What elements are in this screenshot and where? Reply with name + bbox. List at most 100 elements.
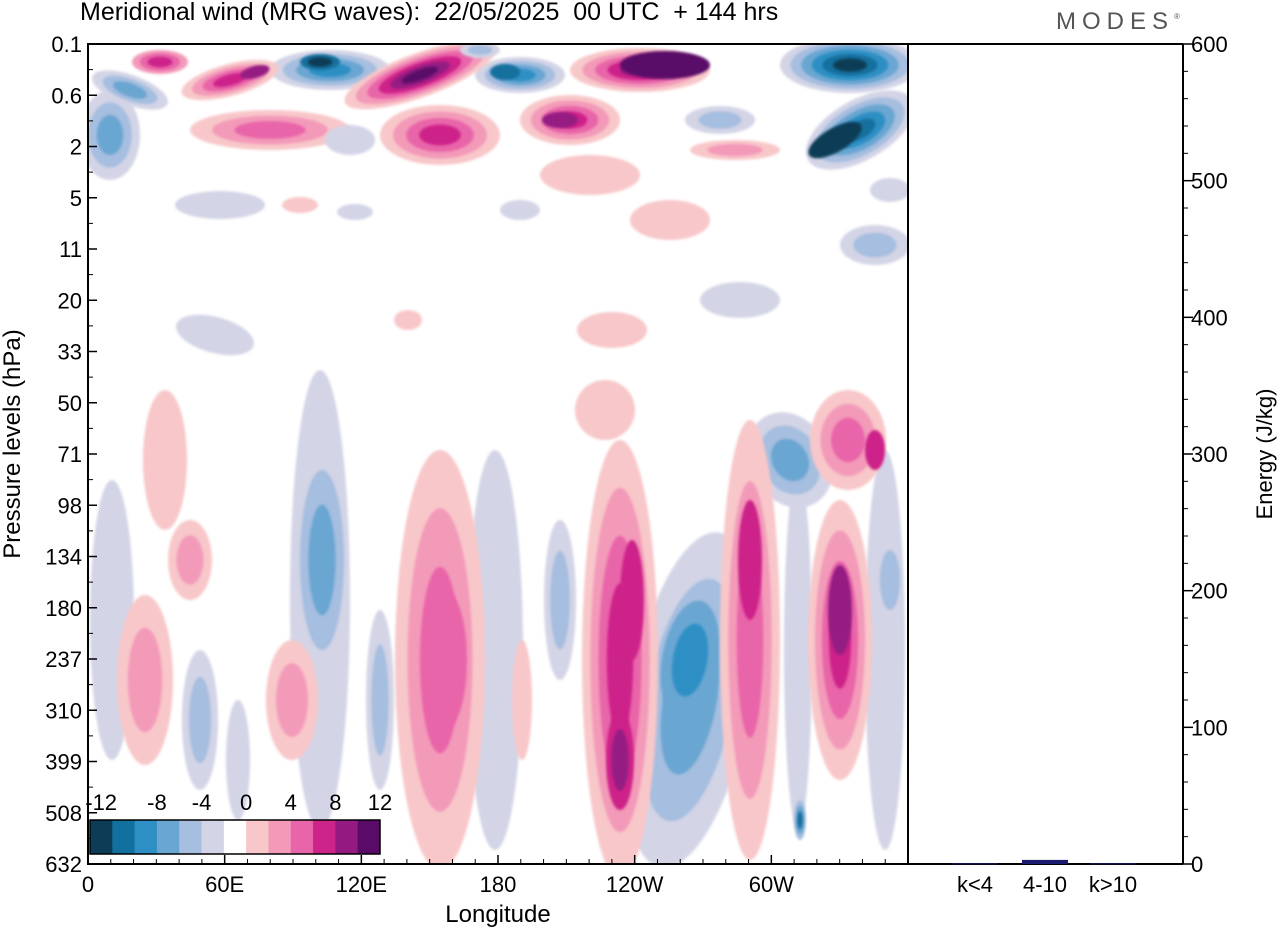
y-tick-label: 11 <box>59 237 82 262</box>
colorbar-label: 4 <box>285 790 297 815</box>
contour-region <box>234 121 306 139</box>
contour-region <box>797 811 803 829</box>
contour-region <box>865 450 905 850</box>
contour-region <box>176 314 254 356</box>
contour-region <box>423 590 467 730</box>
contour-region <box>698 111 742 129</box>
y-tick-label: 20 <box>58 288 82 313</box>
contour-region <box>490 64 520 80</box>
y-tick-label: 310 <box>45 698 82 723</box>
contour-region <box>175 191 265 219</box>
contour-region <box>282 197 318 213</box>
energy-tick-label: 300 <box>1191 442 1228 467</box>
contour-region <box>147 56 173 68</box>
colorbar-cell <box>246 820 269 854</box>
colorbar-cell <box>357 820 381 854</box>
colorbar-cell <box>223 820 247 854</box>
x-axis-label: Longitude <box>445 901 550 928</box>
colorbar-cell <box>201 820 225 854</box>
contour-region <box>307 57 333 67</box>
contour-region <box>738 500 762 620</box>
contour-region <box>240 65 270 79</box>
y-tick-label: 5 <box>70 186 82 211</box>
x-axis-ticks: 0 60E 120E 180 120W 60W <box>82 855 909 897</box>
contour-region <box>276 663 308 737</box>
colorbar-label: 0 <box>240 790 252 815</box>
energy-axis-label: Energy (J/kg) <box>1252 389 1277 520</box>
contour-region <box>784 470 812 830</box>
contour-region <box>880 550 900 610</box>
colorbar: -12 -8 -4 0 4 8 12 <box>85 790 392 855</box>
x-tick-label: 0 <box>82 872 94 897</box>
x-tick-label: 120W <box>606 872 664 897</box>
contour-region <box>577 312 647 348</box>
contour-region <box>833 58 867 72</box>
y-tick-label: 98 <box>58 493 82 518</box>
contour-region <box>213 72 247 88</box>
x-tick-label: 180 <box>480 872 517 897</box>
contour-region <box>226 700 250 820</box>
energy-tick-label: 100 <box>1191 715 1228 740</box>
contour-region <box>575 380 635 440</box>
contour-region <box>542 112 578 128</box>
colorbar-label: -8 <box>147 790 167 815</box>
x-tick-label: 60E <box>205 872 244 897</box>
colorbar-label: -4 <box>192 790 212 815</box>
y-tick-label: 180 <box>45 596 82 621</box>
y-tick-label: 399 <box>45 750 82 775</box>
energy-category-label: 4-10 <box>1023 872 1067 897</box>
contour-region <box>512 640 532 760</box>
contour-region <box>865 430 885 470</box>
y-tick-label: 2 <box>70 135 82 160</box>
colorbar-cell <box>90 820 113 854</box>
contour-region <box>828 565 852 655</box>
colorbar-label: 8 <box>329 790 341 815</box>
colorbar-cell <box>268 820 292 854</box>
contour-region <box>401 66 439 84</box>
colorbar-frame <box>89 819 381 855</box>
contour-region <box>853 232 897 258</box>
energy-tick-label: 400 <box>1191 305 1228 330</box>
contour-region <box>308 504 336 616</box>
colorbar-cell <box>335 820 359 854</box>
y-axis-label: Pressure levels (hPa) <box>0 329 26 558</box>
contour-region <box>467 450 523 850</box>
colorbar-cell <box>313 820 336 854</box>
y-tick-label: 0.1 <box>51 32 82 57</box>
brand-logo: MODES® <box>1056 8 1180 36</box>
x-tick-label: 120E <box>336 872 387 897</box>
y-tick-label: 50 <box>58 391 82 416</box>
contour-region <box>611 729 629 791</box>
contour-region <box>96 115 124 155</box>
contour-region <box>808 121 862 159</box>
contour-region <box>337 204 373 220</box>
energy-bar <box>952 863 998 865</box>
y-tick-label: 237 <box>45 647 82 672</box>
energy-tick-label: 600 <box>1191 32 1228 57</box>
colorbar-cell <box>156 820 180 854</box>
contour-region <box>419 124 461 146</box>
contour-region <box>620 540 644 660</box>
registered-mark: ® <box>1174 12 1180 21</box>
y-tick-label: 33 <box>58 340 82 365</box>
brand-name: MODES <box>1056 8 1175 35</box>
energy-axis-ticks: 0 100 200 300 400 500 600 <box>1183 32 1228 877</box>
energy-tick-label: 500 <box>1191 169 1228 194</box>
energy-bars: k<4 4-10 k>10 <box>952 859 1137 897</box>
contour-region <box>325 125 375 155</box>
contour-region <box>188 676 212 764</box>
energy-tick-label: 200 <box>1191 579 1228 604</box>
contour-region <box>371 644 389 756</box>
colorbar-label: 12 <box>368 790 392 815</box>
y-tick-label: 0.6 <box>51 83 82 108</box>
contour-region <box>671 623 709 697</box>
y-tick-label: 508 <box>45 801 82 826</box>
chart-title: Meridional wind (MRG waves): 22/05/2025 … <box>80 0 779 26</box>
axis-labels: Longitude Pressure levels (hPa) Energy (J/… <box>0 329 1277 928</box>
colorbar-label: -12 <box>85 790 117 815</box>
contour-region <box>394 310 422 330</box>
contour-region <box>870 178 908 202</box>
contour-region <box>127 627 163 733</box>
energy-bar <box>1090 863 1136 865</box>
